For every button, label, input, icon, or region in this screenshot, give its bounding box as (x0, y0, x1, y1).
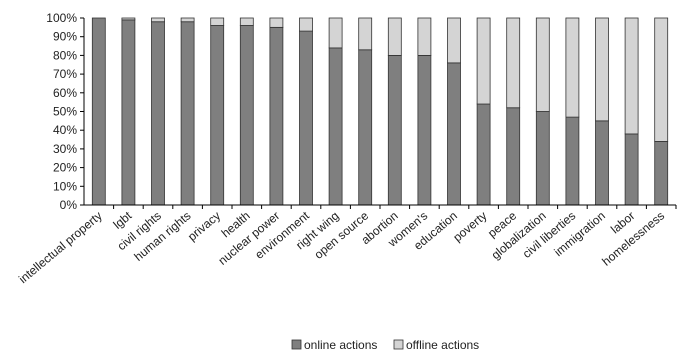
bar-segment-online (269, 26, 284, 206)
y-tick-label: 20% (53, 161, 77, 175)
y-tick-label: 30% (53, 142, 77, 156)
y-tick-label: 100% (46, 11, 77, 25)
y-tick-label: 50% (53, 105, 77, 119)
legend-swatch-online (291, 339, 302, 350)
bar-segment-online (565, 116, 580, 206)
bar-segment-online (239, 25, 254, 206)
bar-segment-online (180, 21, 195, 206)
y-axis: 0% 10% 20% 30% 40% 50% 60% 70% 80% 90% 100% (46, 11, 85, 212)
bar-segment-online (624, 133, 639, 206)
bar-segment-offline (269, 17, 284, 28)
legend: online actions offline actions (291, 338, 479, 352)
category-label: privacy (185, 209, 223, 244)
y-tick-label: 70% (53, 67, 77, 81)
bar-segment-offline (121, 17, 136, 21)
bar-segment-online (535, 111, 550, 206)
bar-segment-offline (358, 17, 373, 51)
bar-segment-offline (151, 17, 165, 23)
bar-segment-online (299, 30, 313, 206)
bar-segment-online (595, 120, 609, 206)
y-tick-label: 10% (53, 179, 77, 193)
bar-segment-offline (476, 17, 491, 105)
bar-segment-online (121, 19, 136, 206)
bar-segment-online (210, 25, 225, 206)
bar-segment-online (417, 55, 432, 206)
bars (91, 17, 669, 206)
bar-segment-offline (506, 17, 521, 109)
bar-segment-online (328, 47, 343, 206)
legend-swatch-offline (393, 339, 404, 350)
y-tick-label: 80% (53, 48, 77, 62)
category-label: intellectual property (16, 209, 105, 287)
category-label: poverty (450, 209, 489, 245)
bar-segment-online (151, 21, 165, 206)
bar-segment-online (447, 62, 461, 206)
bar-segment-online (387, 55, 402, 206)
bar-segment-offline (239, 17, 254, 26)
legend-label-offline: offline actions (406, 338, 479, 352)
bar-segment-offline (535, 17, 550, 112)
bar-segment-online (506, 107, 521, 206)
bar-segment-offline (595, 17, 609, 122)
bar-segment-offline (210, 17, 225, 26)
y-tick-label: 0% (60, 198, 78, 212)
legend-label-online: online actions (304, 338, 377, 352)
bar-segment-offline (447, 17, 461, 64)
bar-segment-online (358, 49, 373, 206)
bar-segment-offline (565, 17, 580, 118)
bar-segment-online (476, 103, 491, 206)
bar-segment-offline (180, 17, 195, 23)
bar-segment-offline (654, 17, 669, 142)
y-tick-label: 60% (53, 86, 77, 100)
bar-segment-online (654, 141, 669, 206)
bar-segment-offline (387, 17, 402, 56)
bar-segment-offline (328, 17, 343, 49)
bar-segment-offline (624, 17, 639, 135)
bar-segment-offline (299, 17, 313, 32)
y-tick-label: 40% (53, 123, 77, 137)
bar-segment-offline (417, 17, 432, 56)
bar-segment-online (91, 17, 106, 206)
y-tick-label: 90% (53, 30, 77, 44)
